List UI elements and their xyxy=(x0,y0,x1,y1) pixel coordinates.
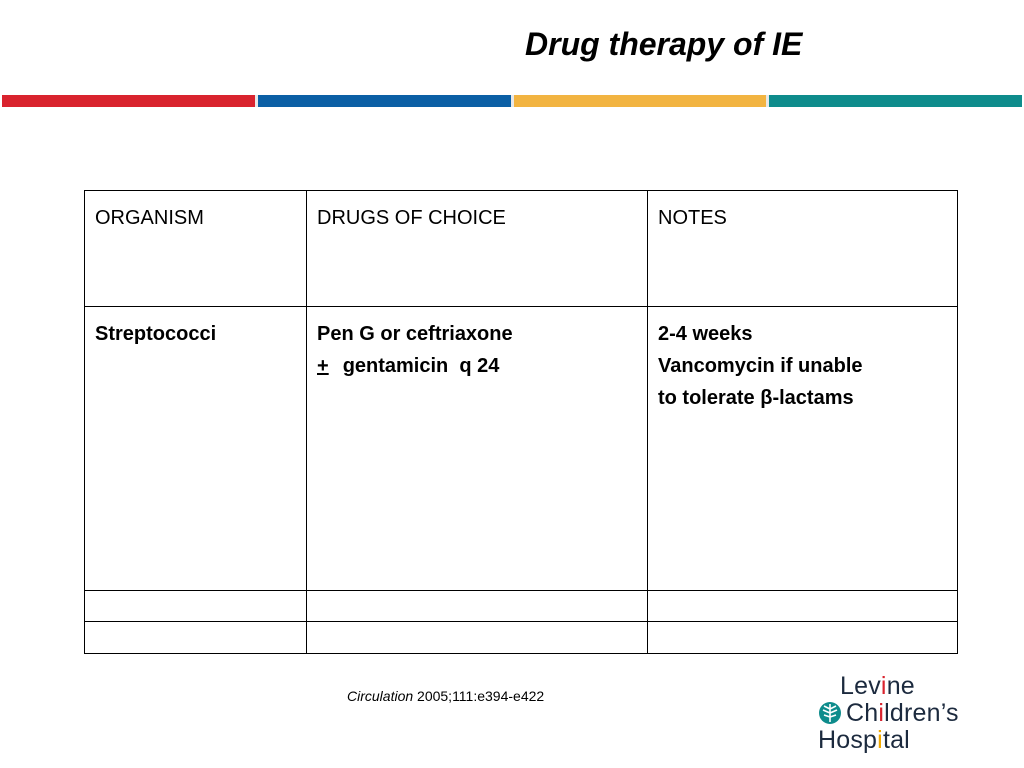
stripe-red xyxy=(2,95,258,107)
table-header-row: ORGANISM DRUGS OF CHOICE NOTES xyxy=(84,190,958,307)
stripe-teal xyxy=(769,95,1022,107)
drugs-line-2-text: gentamicin q 24 xyxy=(342,354,500,377)
header-organism: ORGANISM xyxy=(84,190,307,307)
citation-reference: 2005;111:e394-e422 xyxy=(413,688,545,704)
table-row xyxy=(84,589,958,623)
drug-table: ORGANISM DRUGS OF CHOICE NOTES Streptoco… xyxy=(84,190,958,654)
cell-notes xyxy=(647,589,958,623)
plus-minus-symbol: + xyxy=(317,354,329,377)
drugs-line-1: Pen G or ceftriaxone xyxy=(317,322,513,345)
citation: Circulation 2005;111:e394-e422 xyxy=(347,688,544,704)
header-drugs-of-choice: DRUGS OF CHOICE xyxy=(306,190,648,307)
notes-line-2: Vancomycin if unable xyxy=(658,354,863,377)
logo-line-3: Hospital xyxy=(818,726,910,754)
slide-title: Drug therapy of IE xyxy=(525,26,803,62)
citation-journal: Circulation xyxy=(347,688,414,704)
cell-notes: 2-4 weeks Vancomycin if unable to tolera… xyxy=(647,305,958,591)
cell-drugs xyxy=(306,621,648,654)
notes-line-1: 2-4 weeks xyxy=(658,322,753,345)
tree-icon xyxy=(819,702,841,724)
cell-drugs xyxy=(306,589,648,623)
stripe-blue xyxy=(257,95,514,107)
cell-organism xyxy=(84,589,307,623)
logo-line-2: Children’s xyxy=(846,699,959,727)
drugs-line-2: + gentamicin q 24 xyxy=(317,350,637,382)
logo-line-1: Levine xyxy=(840,672,915,700)
table-row xyxy=(84,621,958,654)
notes-line-3: to tolerate β-lactams xyxy=(658,386,854,409)
cell-notes xyxy=(647,621,958,654)
cell-organism xyxy=(84,621,307,654)
header-notes: NOTES xyxy=(647,190,958,307)
table-row: Streptococci Pen G or ceftriaxone + genta… xyxy=(84,305,958,591)
color-stripe-bar xyxy=(2,95,1022,107)
hospital-logo: Levine Children’s Hospital xyxy=(818,672,973,754)
cell-drugs: Pen G or ceftriaxone + gentamicin q 24 xyxy=(306,305,648,591)
stripe-yellow xyxy=(513,95,770,107)
cell-organism: Streptococci xyxy=(84,305,307,591)
